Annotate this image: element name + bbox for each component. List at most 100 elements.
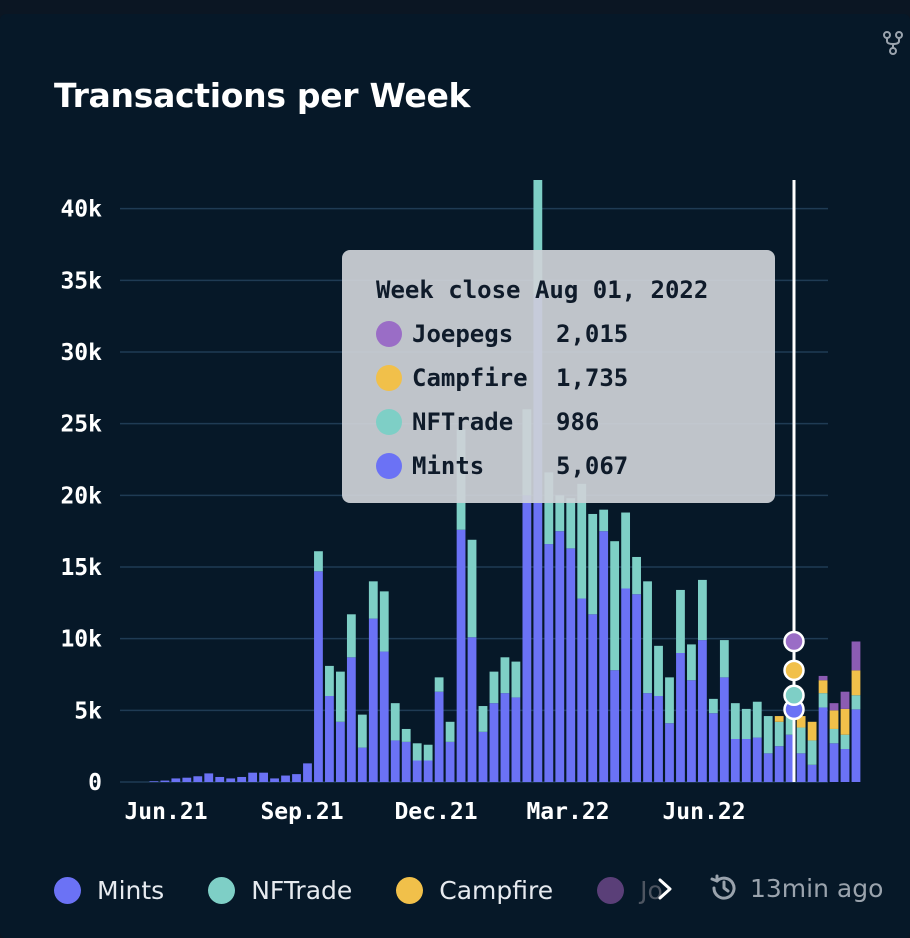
bar-mints[interactable] xyxy=(390,740,400,782)
bar-mints[interactable] xyxy=(511,697,521,782)
bar-nftrade[interactable] xyxy=(851,695,861,710)
bar-nftrade[interactable] xyxy=(401,728,411,742)
bar-nftrade[interactable] xyxy=(763,716,773,754)
bar-campfire[interactable] xyxy=(829,710,839,729)
bar-mints[interactable] xyxy=(467,637,477,782)
bar-campfire[interactable] xyxy=(796,716,806,728)
bar-nftrade[interactable] xyxy=(489,671,499,704)
bar-mints[interactable] xyxy=(281,775,290,782)
bar-mints[interactable] xyxy=(676,653,685,782)
bar-mints[interactable] xyxy=(368,618,378,782)
bar-nftrade[interactable] xyxy=(325,665,334,696)
legend-item-campfire[interactable]: Campfire xyxy=(396,876,553,905)
bar-mints[interactable] xyxy=(851,709,861,782)
bar-mints[interactable] xyxy=(577,598,587,782)
bar-mints[interactable] xyxy=(698,640,707,782)
bar-nftrade[interactable] xyxy=(818,693,828,708)
bar-mints[interactable] xyxy=(412,760,422,783)
bar-nftrade[interactable] xyxy=(829,728,839,744)
bar-nftrade[interactable] xyxy=(357,714,367,748)
bar-mints[interactable] xyxy=(555,531,565,782)
bar-mints[interactable] xyxy=(566,548,576,782)
bar-nftrade[interactable] xyxy=(774,721,784,747)
bar-nftrade[interactable] xyxy=(346,614,356,658)
bar-mints[interactable] xyxy=(401,741,411,782)
bar-nftrade[interactable] xyxy=(335,671,345,722)
bar-mints[interactable] xyxy=(314,571,323,782)
bar-nftrade[interactable] xyxy=(423,744,433,761)
bar-mints[interactable] xyxy=(149,781,159,782)
bar-mints[interactable] xyxy=(160,780,170,782)
bar-nftrade[interactable] xyxy=(676,589,685,653)
bar-mints[interactable] xyxy=(445,741,455,782)
bar-nftrade[interactable] xyxy=(544,472,554,545)
bar-mints[interactable] xyxy=(588,614,598,782)
bar-nftrade[interactable] xyxy=(478,706,488,732)
bar-nftrade[interactable] xyxy=(708,698,718,714)
bar-campfire[interactable] xyxy=(851,670,861,696)
bar-joepegs[interactable] xyxy=(829,703,839,711)
bar-mints[interactable] xyxy=(599,531,609,782)
bar-mints[interactable] xyxy=(544,544,554,782)
bar-nftrade[interactable] xyxy=(610,541,620,671)
bar-mints[interactable] xyxy=(215,776,225,782)
bar-mints[interactable] xyxy=(423,760,433,783)
bar-nftrade[interactable] xyxy=(785,708,795,735)
bar-mints[interactable] xyxy=(204,773,214,782)
bar-nftrade[interactable] xyxy=(796,727,806,754)
bar-mints[interactable] xyxy=(796,753,806,782)
bar-nftrade[interactable] xyxy=(412,743,422,761)
bar-nftrade[interactable] xyxy=(632,556,641,595)
bar-nftrade[interactable] xyxy=(719,640,729,678)
bar-mints[interactable] xyxy=(292,774,301,782)
bar-joepegs[interactable] xyxy=(851,641,861,671)
bar-mints[interactable] xyxy=(500,693,510,782)
bar-nftrade[interactable] xyxy=(730,703,740,739)
bar-mints[interactable] xyxy=(708,713,718,782)
bar-nftrade[interactable] xyxy=(654,645,663,696)
bar-mints[interactable] xyxy=(665,723,674,782)
bar-mints[interactable] xyxy=(478,731,488,782)
bar-mints[interactable] xyxy=(654,696,663,782)
legend-item-nftrade[interactable]: NFTrade xyxy=(208,876,352,905)
legend-item-mints[interactable]: Mints xyxy=(54,876,164,905)
bar-mints[interactable] xyxy=(226,778,236,782)
bar-mints[interactable] xyxy=(270,778,279,782)
bar-mints[interactable] xyxy=(379,651,389,782)
bar-nftrade[interactable] xyxy=(577,483,587,599)
bar-nftrade[interactable] xyxy=(467,539,477,638)
bar-nftrade[interactable] xyxy=(445,721,455,742)
bar-nftrade[interactable] xyxy=(621,512,631,589)
bar-mints[interactable] xyxy=(456,529,466,782)
bar-mints[interactable] xyxy=(259,772,268,782)
legend-item-joepegs[interactable]: Jo xyxy=(597,876,663,905)
bar-mints[interactable] xyxy=(489,703,499,782)
bar-mints[interactable] xyxy=(741,739,751,782)
bar-mints[interactable] xyxy=(357,747,367,782)
bar-nftrade[interactable] xyxy=(698,579,707,641)
bar-mints[interactable] xyxy=(643,693,652,782)
bar-mints[interactable] xyxy=(818,707,828,782)
bar-nftrade[interactable] xyxy=(566,498,576,549)
bar-nftrade[interactable] xyxy=(314,551,323,572)
bar-nftrade[interactable] xyxy=(434,677,444,692)
fork-icon[interactable] xyxy=(880,30,906,56)
bar-mints[interactable] xyxy=(752,737,762,782)
bar-nftrade[interactable] xyxy=(533,180,543,295)
bar-nftrade[interactable] xyxy=(555,495,565,532)
bar-nftrade[interactable] xyxy=(687,644,696,681)
bar-nftrade[interactable] xyxy=(807,740,817,765)
bar-mints[interactable] xyxy=(248,772,258,782)
bar-nftrade[interactable] xyxy=(500,657,510,694)
bar-mints[interactable] xyxy=(533,294,543,782)
bar-mints[interactable] xyxy=(785,734,795,782)
bar-mints[interactable] xyxy=(522,495,532,782)
bar-mints[interactable] xyxy=(335,721,345,782)
bar-mints[interactable] xyxy=(774,746,784,782)
bar-mints[interactable] xyxy=(303,763,312,782)
bar-nftrade[interactable] xyxy=(840,734,850,750)
bar-mints[interactable] xyxy=(719,677,729,782)
bar-nftrade[interactable] xyxy=(588,513,598,615)
bar-nftrade[interactable] xyxy=(643,581,652,694)
bar-nftrade[interactable] xyxy=(752,701,762,738)
